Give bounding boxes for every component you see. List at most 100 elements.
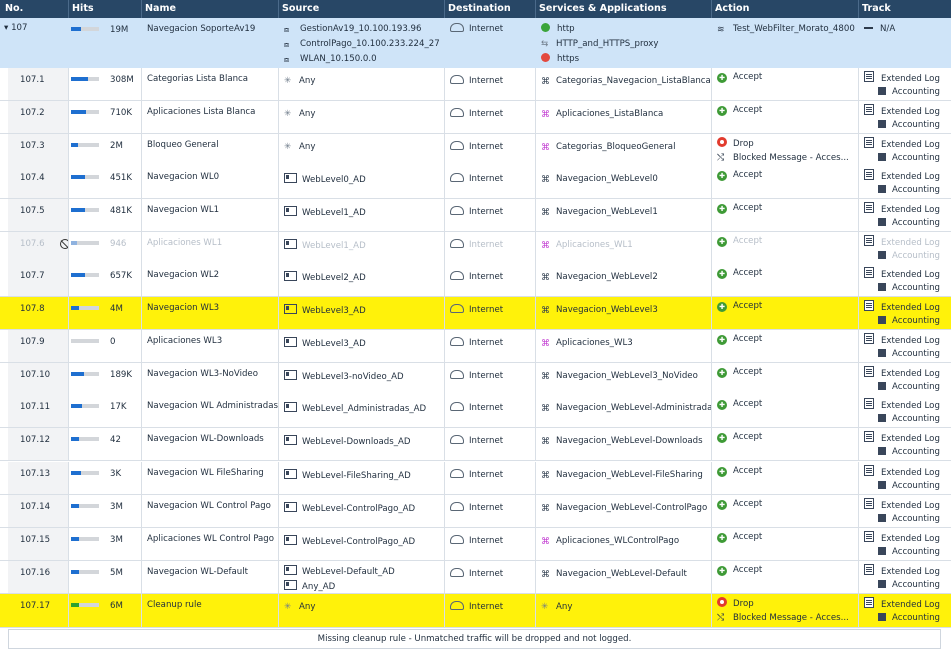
action-cell[interactable]: ✚ Accept	[711, 101, 858, 134]
services-cell[interactable]: ⌘ Aplicaciones_WL1	[535, 232, 711, 265]
name-cell[interactable]: Categorias Lista Blanca	[141, 68, 278, 101]
name-cell[interactable]: Aplicaciones WL Control Pago	[141, 528, 278, 561]
track-cell[interactable]: Extended Log Accounting	[858, 166, 951, 199]
source-cell[interactable]: WebLevel-ControlPago_AD	[278, 528, 444, 561]
source-cell[interactable]: ✳ Any	[278, 594, 444, 628]
action-cell[interactable]: ✚ Accept	[711, 395, 858, 428]
destination-cell[interactable]: Internet	[444, 134, 535, 167]
source-cell[interactable]: WebLevel-FileSharing_AD	[278, 462, 444, 495]
destination-cell[interactable]: Internet	[444, 528, 535, 561]
destination-cell[interactable]: Internet	[444, 297, 535, 330]
services-cell[interactable]: ⌘ Aplicaciones_WL3	[535, 330, 711, 363]
track-cell[interactable]: Extended Log Accounting	[858, 264, 951, 297]
name-cell[interactable]: Navegacion WL3-NoVideo	[141, 363, 278, 396]
rule-number-cell[interactable]: 107.17	[8, 594, 68, 628]
name-cell[interactable]: Navegacion WL3	[141, 297, 278, 330]
name-cell[interactable]: Aplicaciones WL1	[141, 232, 278, 265]
source-cell[interactable]: ✳ Any	[278, 68, 444, 101]
rule-number-cell[interactable]: 107.2	[8, 101, 68, 134]
source-cell[interactable]: WebLevel-ControlPago_AD	[278, 495, 444, 528]
source-cell[interactable]: WebLevel3_AD	[278, 297, 444, 330]
action-cell[interactable]: ✚ Accept	[711, 264, 858, 297]
action-cell[interactable]: ✚ Accept	[711, 199, 858, 232]
services-cell[interactable]: ⌘ Navegacion_WebLevel1	[535, 199, 711, 232]
track-cell[interactable]: Extended Log Accounting	[858, 68, 951, 101]
track-cell[interactable]: Extended Log Accounting	[858, 462, 951, 495]
track-cell[interactable]: Extended Log Accounting	[858, 495, 951, 528]
services-cell[interactable]: ⌘ Navegacion_WebLevel0	[535, 166, 711, 199]
action-cell[interactable]: Drop ⤭ Blocked Message - Acces...	[711, 594, 858, 628]
track-cell[interactable]: Extended Log Accounting	[858, 232, 951, 265]
rule-number-cell[interactable]: 107.3	[8, 134, 68, 167]
source-cell[interactable]: WebLevel3-noVideo_AD	[278, 363, 444, 396]
action-cell[interactable]: ≋ Test_WebFilter_Morato_4800	[711, 18, 858, 68]
table-row[interactable]: 107.3 2M Bloqueo General ✳ Any Internet ⌘ Categ…	[0, 134, 951, 167]
table-row[interactable]: 107.10 189K Navegacion WL3-NoVideo WebLevel…	[0, 363, 951, 396]
table-row[interactable]: 107.6 946 Aplicaciones WL1 WebLevel1_AD Inte…	[0, 232, 951, 265]
col-name[interactable]: Name	[145, 3, 177, 14]
destination-cell[interactable]: Internet	[444, 561, 535, 594]
table-row[interactable]: 107.15 3M Aplicaciones WL Control Pago WebL…	[0, 528, 951, 561]
services-cell[interactable]: ⌘ Navegacion_WebLevel-FileSharing	[535, 462, 711, 495]
source-cell[interactable]: WebLevel3_AD	[278, 330, 444, 363]
col-services[interactable]: Services & Applications	[539, 3, 667, 14]
table-row[interactable]: 107.8 4M Navegacion WL3 WebLevel3_AD Interne…	[0, 297, 951, 330]
source-cell[interactable]: WebLevel-Default_AD Any_AD	[278, 561, 444, 594]
source-cell[interactable]: ✳ Any	[278, 134, 444, 167]
source-cell[interactable]: WebLevel1_AD	[278, 232, 444, 265]
table-row[interactable]: 107.2 710K Aplicaciones Lista Blanca ✳ Any In…	[0, 101, 951, 134]
rule-number-cell[interactable]: 107.12	[8, 428, 68, 461]
table-row[interactable]: 107.5 481K Navegacion WL1 WebLevel1_AD Inter…	[0, 199, 951, 232]
rule-number-cell[interactable]: 107.7	[8, 264, 68, 297]
source-cell[interactable]: ⧈ GestionAv19_10.100.193.96 ⧈ ControlPago_…	[278, 18, 444, 68]
services-cell[interactable]: ⌘ Navegacion_WebLevel3_NoVideo	[535, 363, 711, 396]
source-cell[interactable]: WebLevel0_AD	[278, 166, 444, 199]
track-cell[interactable]: Extended Log Accounting	[858, 134, 951, 167]
services-cell[interactable]: ✳ Any	[535, 594, 711, 628]
destination-cell[interactable]: Internet	[444, 428, 535, 461]
action-cell[interactable]: ✚ Accept	[711, 495, 858, 528]
table-row[interactable]: 107.1 308M Categorias Lista Blanca ✳ Any Inte…	[0, 68, 951, 101]
destination-cell[interactable]: Internet	[444, 594, 535, 628]
name-cell[interactable]: Navegacion WL Administradas	[141, 395, 278, 428]
rule-number-cell[interactable]: 107.4	[8, 166, 68, 199]
services-cell[interactable]: ⌘ Navegacion_WebLevel2	[535, 264, 711, 297]
expander-icon[interactable]: ▾	[4, 23, 9, 33]
name-cell[interactable]: Navegacion WL FileSharing	[141, 462, 278, 495]
rule-number-cell[interactable]: 107.14	[8, 495, 68, 528]
source-cell[interactable]: WebLevel-Downloads_AD	[278, 428, 444, 461]
table-row[interactable]: 107.12 42 Navegacion WL-Downloads WebLevel-…	[0, 428, 951, 461]
services-cell[interactable]: ⌘ Categorias_Navegacion_ListaBlanca	[535, 68, 711, 101]
track-cell[interactable]: N/A	[858, 18, 951, 68]
action-cell[interactable]: ✚ Accept	[711, 428, 858, 461]
track-cell[interactable]: Extended Log Accounting	[858, 528, 951, 561]
source-cell[interactable]: WebLevel1_AD	[278, 199, 444, 232]
services-cell[interactable]: ⌘ Aplicaciones_ListaBlanca	[535, 101, 711, 134]
action-cell[interactable]: ✚ Accept	[711, 68, 858, 101]
track-cell[interactable]: Extended Log Accounting	[858, 363, 951, 396]
name-cell[interactable]: Navegacion WL1	[141, 199, 278, 232]
rule-number-cell[interactable]: 107.9	[8, 330, 68, 363]
table-row[interactable]: 107.16 5M Navegacion WL-Default WebLevel-De…	[0, 561, 951, 594]
action-cell[interactable]: ✚ Accept	[711, 561, 858, 594]
col-track[interactable]: Track	[862, 3, 891, 14]
destination-cell[interactable]: Internet	[444, 232, 535, 265]
destination-cell[interactable]: Internet	[444, 330, 535, 363]
services-cell[interactable]: http ⇆ HTTP_and_HTTPS_proxy https	[535, 18, 711, 68]
name-cell[interactable]: Navegacion WL-Default	[141, 561, 278, 594]
name-cell[interactable]: Bloqueo General	[141, 134, 278, 167]
name-cell[interactable]: Aplicaciones Lista Blanca	[141, 101, 278, 134]
rule-number-cell[interactable]: 107.1	[8, 68, 68, 101]
name-cell[interactable]: Navegacion WL0	[141, 166, 278, 199]
name-cell[interactable]: Cleanup rule	[141, 594, 278, 628]
col-source[interactable]: Source	[282, 3, 320, 14]
action-cell[interactable]: ✚ Accept	[711, 462, 858, 495]
services-cell[interactable]: ⌘ Navegacion_WebLevel-Administradas	[535, 395, 711, 428]
name-cell[interactable]: Navegacion WL2	[141, 264, 278, 297]
col-action[interactable]: Action	[715, 3, 750, 14]
destination-cell[interactable]: Internet	[444, 18, 535, 68]
table-row[interactable]: 107.9 0 Aplicaciones WL3 WebLevel3_AD Intern…	[0, 330, 951, 363]
destination-cell[interactable]: Internet	[444, 495, 535, 528]
track-cell[interactable]: Extended Log Accounting	[858, 561, 951, 594]
rule-number-cell[interactable]: 107.6	[8, 232, 68, 265]
